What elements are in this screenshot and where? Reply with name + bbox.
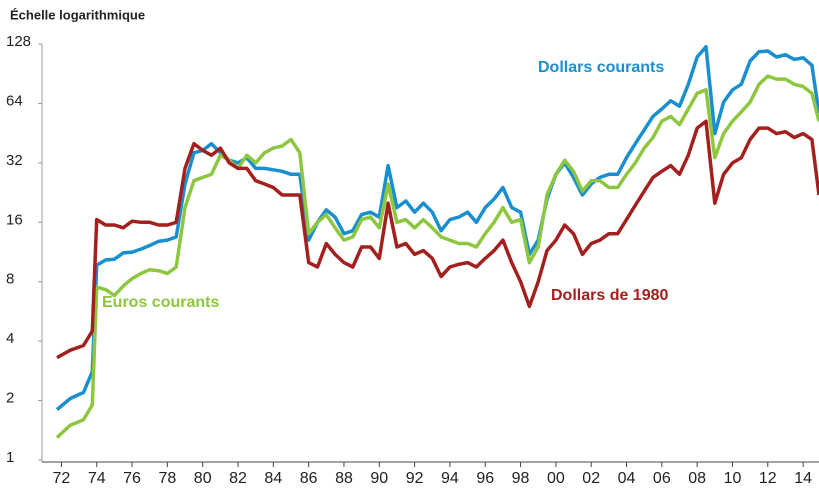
y-tick-label: 8 — [6, 271, 14, 288]
y-tick-label: 2 — [6, 390, 14, 407]
x-tick-label: 10 — [724, 470, 742, 487]
x-tick-label: 04 — [618, 470, 636, 487]
series-label: Dollars courants — [538, 59, 664, 76]
series-line — [55, 74, 819, 439]
series-label: Euros courants — [102, 294, 219, 311]
x-tick-label: 78 — [158, 470, 176, 487]
y-tick-label: 64 — [6, 92, 23, 109]
y-tick-label: 4 — [6, 330, 14, 347]
x-tick-label: 94 — [441, 470, 459, 487]
chart-subtitle: Échelle logarithmique — [10, 7, 145, 22]
x-tick-label: 90 — [370, 470, 388, 487]
y-tick-label: 32 — [6, 152, 23, 169]
x-tick-label: 14 — [794, 470, 812, 487]
x-tick-label: 12 — [759, 470, 777, 487]
series-label: Dollars de 1980 — [551, 287, 669, 304]
x-tick-label: 02 — [582, 470, 600, 487]
x-tick-label: 72 — [53, 470, 71, 487]
x-tick-label: 00 — [547, 470, 565, 487]
x-tick-label: 74 — [88, 470, 106, 487]
y-tick-label: 1 — [6, 449, 14, 466]
x-tick-label: 80 — [194, 470, 212, 487]
x-tick-label: 98 — [512, 470, 530, 487]
x-tick-label: 96 — [476, 470, 494, 487]
x-tick-label: 84 — [264, 470, 282, 487]
x-tick-label: 86 — [300, 470, 318, 487]
y-tick-label: 16 — [6, 211, 23, 228]
x-tick-label: 92 — [406, 470, 424, 487]
series-line — [56, 119, 819, 360]
series-line — [55, 44, 819, 411]
x-tick-label: 76 — [123, 470, 141, 487]
x-tick-label: 82 — [229, 470, 247, 487]
x-tick-label: 88 — [335, 470, 353, 487]
x-tick-label: 08 — [688, 470, 706, 487]
y-tick-label: 128 — [6, 33, 31, 50]
x-tick-label: 06 — [653, 470, 671, 487]
